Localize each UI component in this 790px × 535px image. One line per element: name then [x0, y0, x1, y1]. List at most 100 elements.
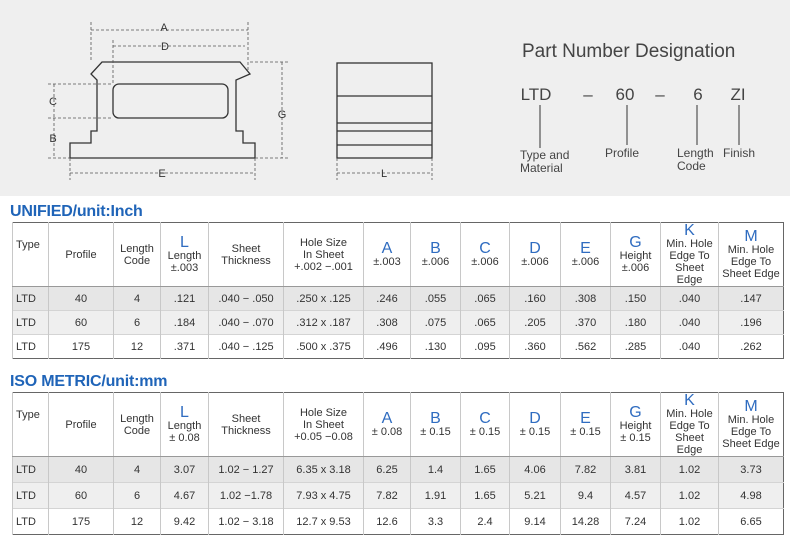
header-cell: Type [12, 222, 49, 287]
header-letter: E [580, 240, 591, 257]
cell: 7.24 [610, 508, 661, 535]
cell: LTD [12, 310, 49, 335]
cell: .180 [610, 310, 661, 335]
header-text: Thickness [221, 254, 271, 267]
header-text: Height [619, 420, 652, 432]
data-row: LTD 40 4.121.040 − .050.250 x .125.246.055… [12, 286, 784, 311]
header-text: ± 0.15 [420, 426, 451, 438]
side-view [336, 62, 433, 159]
cell: 6 [113, 310, 161, 335]
header-text: ± 0.08 [371, 426, 403, 438]
data-row: LTD 175 12.371.040 − .125.500 x .375.496.1… [12, 334, 784, 359]
header-text: Min. Hole [727, 414, 775, 426]
header-text: ±.006 [571, 256, 600, 268]
cell: 12 [113, 508, 161, 535]
cell: .095 [460, 334, 510, 359]
caption: Finish [723, 146, 755, 160]
caption: Material [520, 161, 563, 175]
code: ZI [730, 85, 745, 104]
cell: .040 − .125 [208, 334, 284, 359]
header-cell: A ±.003 [363, 222, 411, 287]
header-cell: K Min. Hole Edge To Sheet Edge [660, 222, 719, 287]
cell: 7.93 x 4.75 [283, 482, 364, 509]
cell: 12 [113, 334, 161, 359]
header-cell: D ±.006 [509, 222, 561, 287]
header-text: Min. Hole [666, 238, 713, 250]
cell: .040 − .070 [208, 310, 284, 335]
cell: .262 [718, 334, 784, 359]
header-text: Sheet Edge [675, 262, 704, 286]
cell: .040 [660, 286, 719, 311]
cell: 1.65 [460, 456, 510, 483]
header-text: ±.003 [373, 256, 401, 268]
caption: Type and [520, 148, 569, 162]
cell: .040 − .050 [208, 286, 284, 311]
cell: 4.98 [718, 482, 784, 509]
header-cell: Sheet Thickness [208, 392, 284, 457]
header-letter: G [629, 404, 642, 421]
header-text: Edge To [730, 256, 772, 268]
header-cell: D ± 0.15 [509, 392, 561, 457]
cell: .205 [509, 310, 561, 335]
cell: 7.82 [363, 482, 411, 509]
cell: .147 [718, 286, 784, 311]
header-letter: K [684, 222, 695, 239]
header-text: Sheet Edge [675, 432, 704, 456]
cell: 1.91 [410, 482, 461, 509]
header-cell: M Min. Hole Edge To Sheet Edge [718, 392, 784, 457]
data-row: LTD 175 12 9.42 1.02 − 3.18 12.7 x 9.53 12.6 3.… [12, 508, 784, 535]
cell: 1.02 − 1.27 [208, 456, 284, 483]
cell: 1.02 −1.78 [208, 482, 284, 509]
cell: 1.02 [660, 482, 719, 509]
dimension-labels: A D C B G E L [49, 22, 387, 180]
header-text: ± 0.15 [620, 432, 651, 444]
cell: 40 [48, 286, 114, 311]
header-text: ± 0.15 [519, 426, 551, 438]
header-cell: M Min. Hole Edge To Sheet Edge [718, 222, 784, 287]
cell: .308 [560, 286, 611, 311]
header-row: Type Profile Length Code L Length ±.003 Sheet Th… [12, 222, 784, 287]
cell: 1.4 [410, 456, 461, 483]
cell: 5.21 [509, 482, 561, 509]
header-text: Sheet Edge [722, 268, 780, 280]
header-text: Profile [65, 248, 97, 261]
cell: 1.65 [460, 482, 510, 509]
code-separator: – [655, 85, 665, 104]
cell: 6.35 x 3.18 [283, 456, 364, 483]
caption: Profile [605, 146, 639, 160]
cell: .285 [610, 334, 661, 359]
cell: 7.82 [560, 456, 611, 483]
dim-label: G [278, 109, 287, 121]
header-cell: C ±.006 [460, 222, 510, 287]
cell: LTD [12, 482, 49, 509]
header-letter: B [430, 240, 441, 257]
header-letter: D [529, 410, 541, 427]
cell: 9.14 [509, 508, 561, 535]
cell: 14.28 [560, 508, 611, 535]
cell: .065 [460, 310, 510, 335]
header-text: Profile [65, 418, 97, 431]
header-cell: K Min. Hole Edge To Sheet Edge [660, 392, 719, 457]
cell: .121 [160, 286, 209, 311]
header-text: ± 0.08 [169, 432, 200, 444]
dim-label: D [161, 41, 169, 53]
cell: .308 [363, 310, 411, 335]
header-letter: L [180, 234, 189, 251]
cell: .130 [410, 334, 461, 359]
cell: 1.02 [660, 456, 719, 483]
header-text: Edge To [669, 250, 710, 262]
header-text: ±.006 [421, 256, 450, 268]
header-text: Sheet [231, 412, 261, 425]
dim-label: A [160, 22, 168, 34]
header-cell: Hole Size In Sheet +0.05 −0.08 [283, 392, 364, 457]
header-text: Hole Size [299, 406, 348, 419]
cell: .075 [410, 310, 461, 335]
cell: .562 [560, 334, 611, 359]
cell: .160 [509, 286, 561, 311]
cell: 12.7 x 9.53 [283, 508, 364, 535]
spec-table: Type Profile Length Code L Length ± 0.08 Sheet T… [12, 392, 784, 535]
header-letter: C [479, 240, 491, 257]
header-text: Length [120, 412, 154, 425]
header-row: Type Profile Length Code L Length ± 0.08 Sheet T… [12, 392, 784, 457]
